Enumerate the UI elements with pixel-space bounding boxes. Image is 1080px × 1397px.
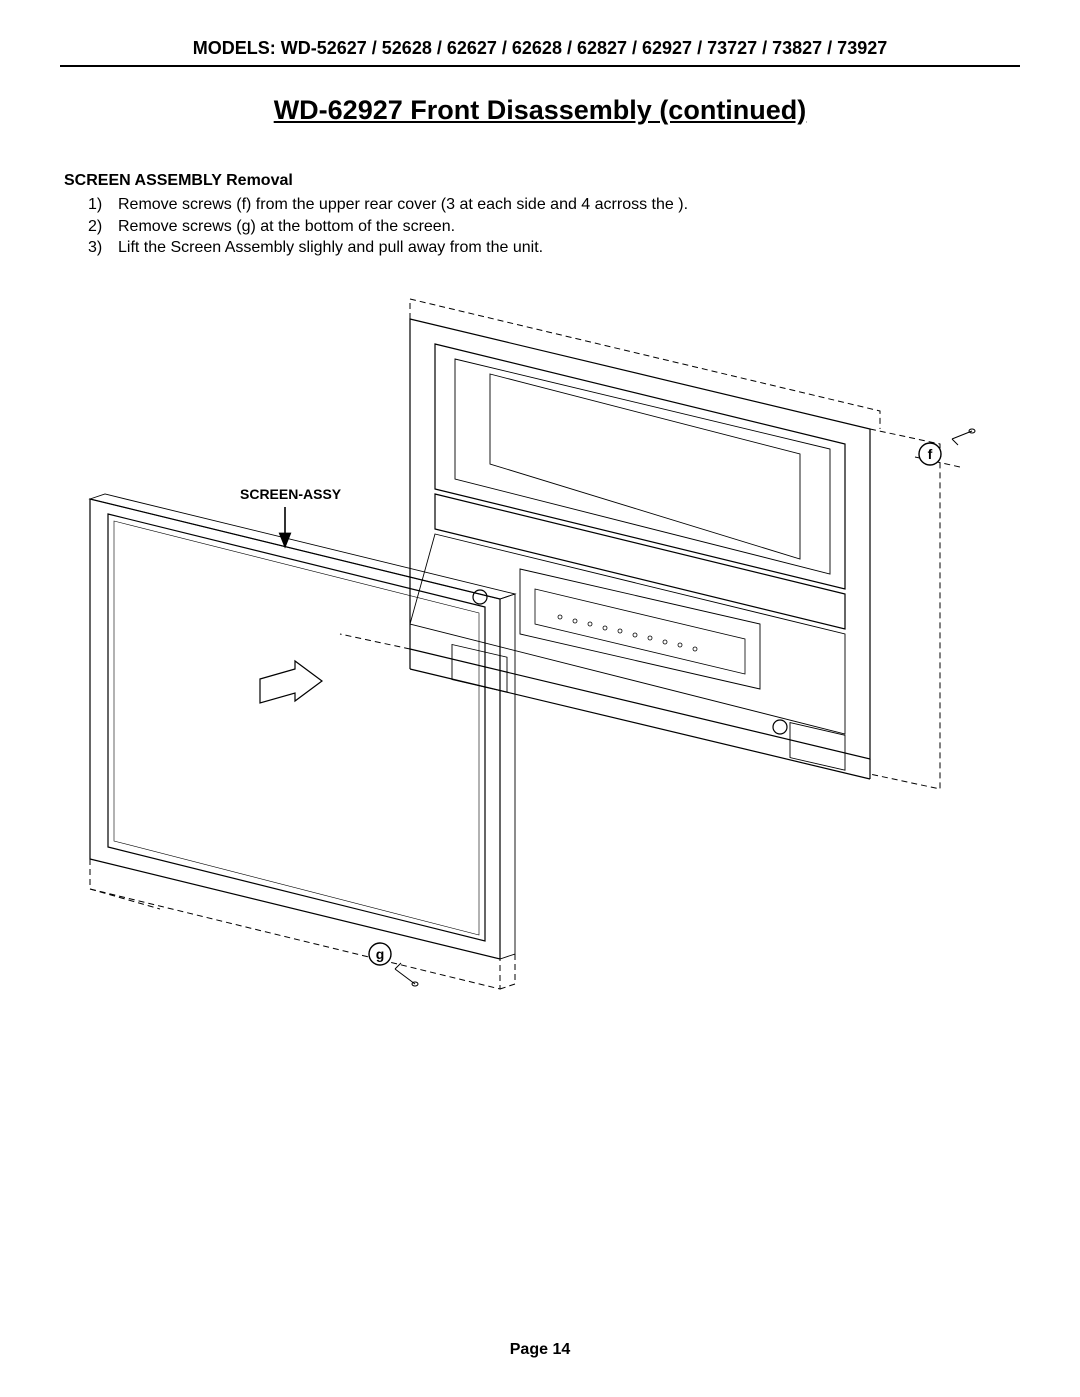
- callout-f-label: f: [928, 446, 933, 462]
- step-text: Lift the Screen Assembly slighly and pul…: [118, 237, 543, 259]
- screen-assy-label: SCREEN-ASSY: [240, 486, 342, 502]
- screen-dashed-floor: [90, 859, 515, 989]
- step-number: 2): [88, 216, 118, 238]
- models-header: MODELS: WD-52627 / 52628 / 62627 / 62628…: [60, 38, 1020, 65]
- screen-assembly: [90, 494, 515, 959]
- page-title: WD-62927 Front Disassembly (continued): [60, 95, 1020, 126]
- step-text: Remove screws (g) at the bottom of the s…: [118, 216, 455, 238]
- screen-assy-label-group: SCREEN-ASSY: [240, 486, 342, 547]
- step-text: Remove screws (f) from the upper rear co…: [118, 194, 688, 216]
- step-number: 1): [88, 194, 118, 216]
- step-item: 1) Remove screws (f) from the upper rear…: [88, 194, 1020, 216]
- callout-g-label: g: [376, 946, 385, 962]
- diagram-svg: f: [60, 289, 1020, 1049]
- callout-f: f: [919, 429, 975, 465]
- header-rule: [60, 65, 1020, 67]
- chassis-dashed-guides: [340, 299, 960, 789]
- step-number: 3): [88, 237, 118, 259]
- step-item: 2) Remove screws (g) at the bottom of th…: [88, 216, 1020, 238]
- pull-arrow-icon: [260, 661, 322, 703]
- step-item: 3) Lift the Screen Assembly slighly and …: [88, 237, 1020, 259]
- steps-list: 1) Remove screws (f) from the upper rear…: [88, 194, 1020, 259]
- page-number: Page 14: [0, 1341, 1080, 1359]
- page: MODELS: WD-52627 / 52628 / 62627 / 62628…: [0, 0, 1080, 1397]
- section-heading: SCREEN ASSEMBLY Removal: [64, 172, 1020, 190]
- callout-g: g: [369, 943, 418, 986]
- disassembly-diagram: f: [60, 289, 1020, 1049]
